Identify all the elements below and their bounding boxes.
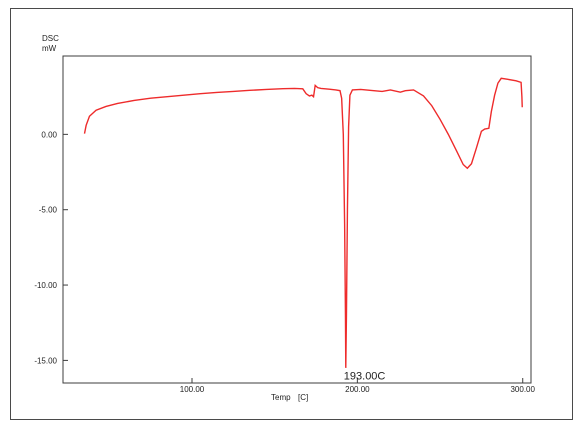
dsc-curve — [83, 77, 523, 368]
y-axis-label-line2: mW — [42, 44, 57, 53]
chart-frame: 0.00 -5.00 -10.00 -15.00 100.00 200.00 300.00… — [10, 8, 573, 420]
y-tick-label: -5.00 — [39, 206, 58, 215]
x-tick-label: 100.00 — [180, 385, 205, 394]
x-axis-unit: [C] — [298, 393, 308, 402]
y-tick-label: 0.00 — [41, 130, 57, 139]
y-tick-labels: 0.00 -5.00 -10.00 -15.00 — [34, 130, 57, 365]
y-axis-label-line1: DSC — [42, 34, 59, 43]
dsc-chart: 0.00 -5.00 -10.00 -15.00 100.00 200.00 300.00… — [34, 34, 536, 402]
y-tick-label: -15.00 — [34, 356, 57, 365]
x-tick-label: 300.00 — [510, 385, 535, 394]
x-tick-label: 200.00 — [345, 385, 370, 394]
x-axis-label: Temp — [271, 393, 291, 402]
peak-annotation: 193.00C — [344, 370, 386, 382]
y-tick-label: -10.00 — [34, 281, 57, 290]
x-tick-labels: 100.00 200.00 300.00 — [180, 385, 536, 394]
tick-marks — [63, 133, 524, 383]
plot-area-border — [62, 55, 532, 384]
